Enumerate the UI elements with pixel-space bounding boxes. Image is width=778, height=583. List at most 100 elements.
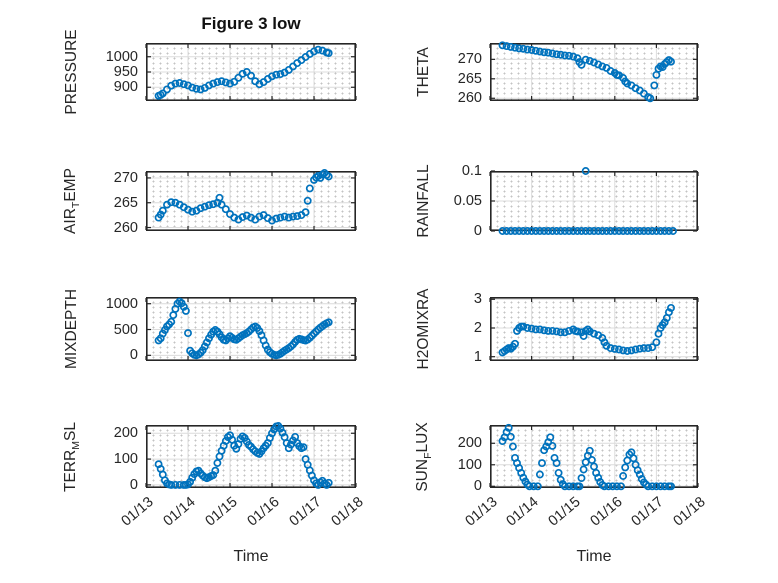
data-point	[305, 333, 314, 342]
data-point	[508, 442, 517, 451]
data-point	[289, 212, 297, 221]
data-point	[299, 443, 308, 452]
subplot-h2omixra	[489, 297, 699, 362]
x-tick-label: 01/17	[286, 494, 325, 530]
ylabel-rainfall: RAINFALL	[415, 164, 433, 237]
y-tick-label: 2	[473, 319, 482, 336]
data-point	[158, 89, 167, 98]
data-point	[648, 482, 657, 491]
axes-frame	[146, 43, 356, 102]
data-point	[511, 43, 519, 52]
data-point	[619, 472, 628, 480]
data-point	[171, 198, 180, 207]
y-tick-label: 0.05	[453, 193, 482, 209]
data-point	[305, 184, 314, 193]
y-tick-label: 0	[129, 347, 138, 364]
data-point	[552, 459, 561, 468]
data-point	[301, 208, 310, 217]
data-point	[560, 482, 569, 491]
data-point	[167, 317, 176, 326]
ylabel-text: PRESSURE	[63, 29, 80, 115]
data-point	[650, 81, 659, 90]
plot-area-sun-flux	[489, 423, 699, 491]
data-point	[188, 83, 197, 92]
data-point	[606, 227, 615, 235]
data-point	[498, 227, 507, 235]
plot-area-theta	[489, 41, 699, 103]
data-point	[284, 213, 293, 222]
data-point	[608, 482, 617, 491]
data-point	[511, 339, 519, 348]
data-point	[527, 46, 536, 54]
data-point	[548, 441, 557, 450]
data-point	[656, 482, 665, 491]
minor-grid	[147, 426, 355, 487]
data-point	[179, 80, 188, 89]
data-point	[515, 227, 524, 235]
ylabel-text: SL	[61, 421, 79, 441]
subplot-terr-msl	[145, 422, 357, 489]
data-point	[606, 344, 615, 353]
series-sun-flux	[498, 423, 675, 491]
data-point	[324, 478, 333, 487]
data-point	[631, 227, 640, 235]
data-point	[667, 482, 675, 491]
data-point	[619, 346, 628, 355]
subplot-rainfall	[489, 167, 699, 235]
data-point	[565, 227, 573, 235]
ylabel-air-temp: AIRTEMP	[62, 168, 82, 234]
data-point	[506, 432, 515, 441]
data-point	[569, 227, 578, 235]
data-point	[238, 213, 247, 222]
data-point	[531, 46, 540, 55]
axes-frame	[490, 171, 698, 232]
data-point	[312, 327, 321, 336]
series-air-temp	[154, 169, 333, 225]
x-tick-label: 01/16	[587, 494, 626, 530]
data-point	[538, 459, 546, 468]
data-point	[310, 47, 318, 56]
axes-frame	[146, 425, 356, 489]
data-point	[617, 482, 625, 491]
data-point	[529, 482, 538, 491]
data-point	[324, 318, 333, 327]
minor-grid	[491, 426, 697, 487]
x-tick-label: 01/17	[628, 494, 667, 530]
data-point	[552, 227, 561, 235]
data-point	[548, 49, 557, 58]
data-point	[230, 213, 239, 222]
data-point	[247, 71, 255, 80]
ylabel-text: LUX	[413, 421, 431, 452]
ylabel-text: AIR	[61, 208, 79, 234]
y-tick-label: 0	[129, 476, 138, 493]
data-point	[590, 227, 598, 235]
data-point	[581, 227, 590, 235]
data-point	[527, 324, 536, 333]
data-point	[268, 429, 276, 438]
data-point	[276, 213, 285, 222]
data-point	[523, 227, 532, 235]
data-point	[167, 198, 176, 207]
plot-area-rainfall	[489, 167, 699, 235]
subplot-pressure	[145, 43, 357, 102]
data-point	[573, 54, 582, 63]
y-tick-label: 3	[473, 291, 482, 308]
data-point	[506, 227, 515, 235]
data-point	[577, 227, 586, 235]
data-point	[554, 468, 563, 477]
data-point	[540, 48, 549, 57]
x-tick-label: 01/13	[118, 494, 157, 530]
x-axis-label-right: Time	[576, 548, 612, 565]
y-tick-label: 100	[457, 456, 482, 473]
data-point	[519, 322, 528, 331]
data-point	[585, 227, 594, 235]
data-point	[565, 482, 573, 491]
data-point	[635, 344, 644, 353]
data-point	[502, 42, 511, 51]
data-point	[533, 482, 542, 491]
data-point	[627, 227, 636, 235]
data-point	[527, 227, 536, 235]
data-point	[598, 227, 607, 235]
data-point	[242, 211, 251, 220]
